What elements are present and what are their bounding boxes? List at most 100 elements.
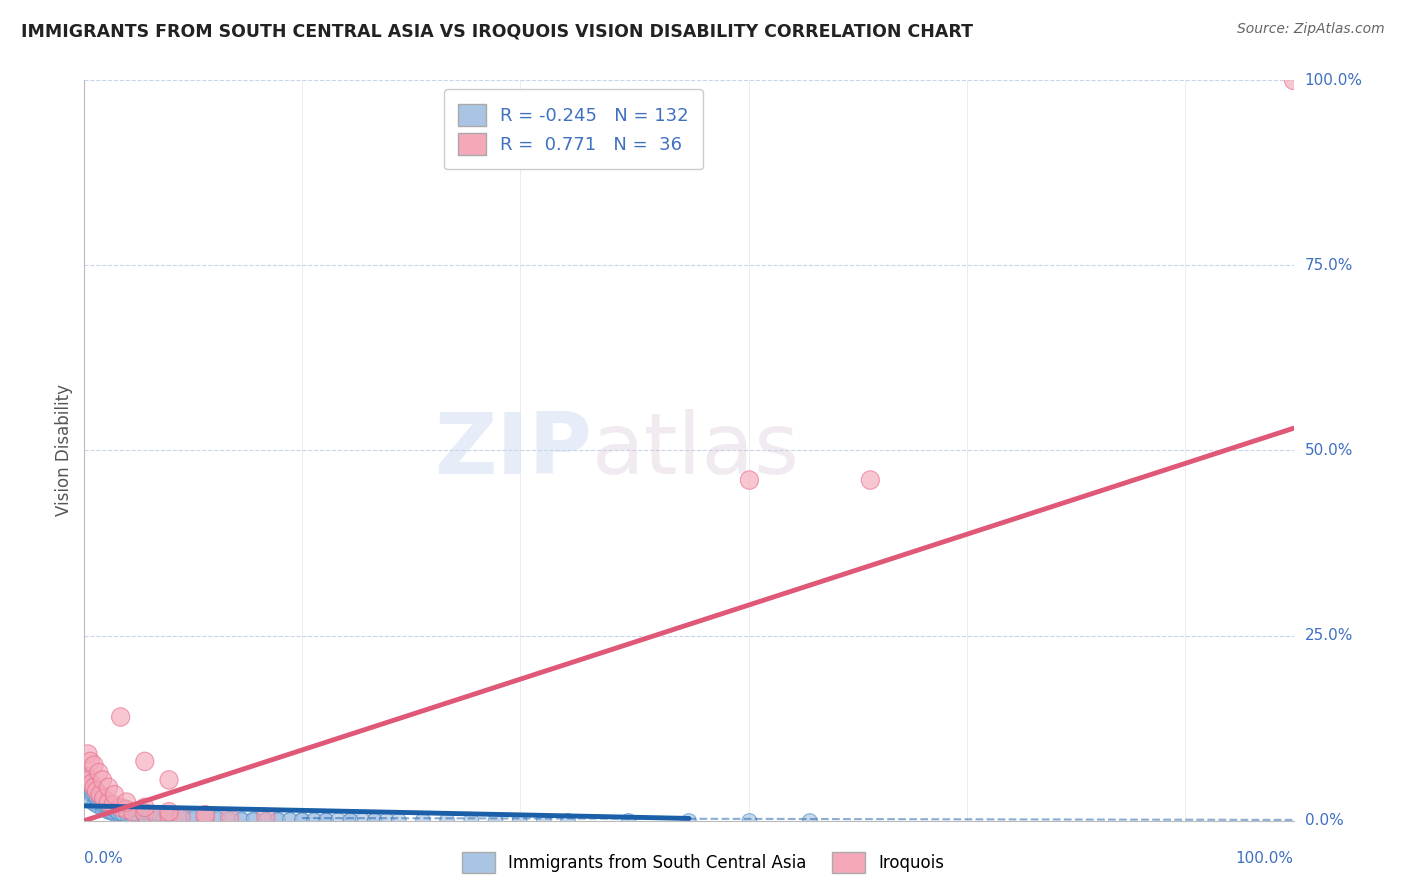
Ellipse shape: [221, 809, 239, 827]
Ellipse shape: [143, 807, 157, 821]
Ellipse shape: [259, 812, 273, 825]
Ellipse shape: [86, 780, 100, 794]
Ellipse shape: [295, 813, 309, 826]
Ellipse shape: [83, 774, 101, 793]
Ellipse shape: [143, 812, 157, 825]
Ellipse shape: [156, 812, 170, 825]
Ellipse shape: [149, 812, 165, 825]
Ellipse shape: [222, 812, 236, 825]
Ellipse shape: [120, 801, 134, 814]
Ellipse shape: [125, 803, 141, 816]
Ellipse shape: [160, 803, 179, 821]
Ellipse shape: [209, 812, 225, 825]
Ellipse shape: [114, 799, 128, 813]
Ellipse shape: [93, 771, 111, 789]
Ellipse shape: [380, 814, 394, 827]
Ellipse shape: [138, 805, 152, 819]
Ellipse shape: [162, 812, 176, 825]
Ellipse shape: [307, 813, 322, 826]
Ellipse shape: [621, 814, 636, 827]
Ellipse shape: [174, 810, 188, 823]
Ellipse shape: [235, 813, 249, 826]
Ellipse shape: [89, 784, 104, 797]
Ellipse shape: [80, 792, 96, 805]
Ellipse shape: [111, 806, 125, 820]
Ellipse shape: [149, 807, 165, 821]
Ellipse shape: [160, 771, 179, 789]
Ellipse shape: [209, 813, 225, 826]
Ellipse shape: [100, 778, 118, 797]
Ellipse shape: [416, 814, 430, 827]
Ellipse shape: [246, 813, 262, 826]
Ellipse shape: [114, 799, 128, 813]
Ellipse shape: [90, 796, 105, 809]
Ellipse shape: [186, 813, 201, 826]
Ellipse shape: [143, 806, 157, 820]
Ellipse shape: [124, 803, 142, 821]
Y-axis label: Vision Disability: Vision Disability: [55, 384, 73, 516]
Ellipse shape: [80, 771, 98, 789]
Ellipse shape: [235, 812, 249, 825]
Ellipse shape: [537, 814, 551, 827]
Ellipse shape: [307, 814, 322, 826]
Ellipse shape: [367, 814, 382, 827]
Ellipse shape: [198, 812, 212, 825]
Ellipse shape: [198, 811, 212, 824]
Text: 0.0%: 0.0%: [84, 851, 124, 866]
Ellipse shape: [79, 745, 97, 764]
Ellipse shape: [512, 814, 527, 827]
Ellipse shape: [682, 814, 696, 827]
Ellipse shape: [82, 780, 97, 794]
Ellipse shape: [343, 813, 357, 826]
Ellipse shape: [198, 813, 212, 826]
Ellipse shape: [87, 781, 105, 800]
Ellipse shape: [108, 805, 124, 819]
Ellipse shape: [103, 805, 117, 819]
Ellipse shape: [172, 807, 190, 826]
Text: Source: ZipAtlas.com: Source: ZipAtlas.com: [1237, 22, 1385, 37]
Ellipse shape: [343, 814, 357, 827]
Ellipse shape: [94, 796, 108, 809]
Text: 100.0%: 100.0%: [1305, 73, 1362, 87]
Ellipse shape: [862, 471, 879, 490]
Ellipse shape: [111, 798, 129, 816]
Ellipse shape: [105, 804, 121, 817]
Ellipse shape: [94, 789, 112, 807]
Ellipse shape: [97, 797, 111, 811]
Ellipse shape: [464, 814, 478, 827]
Ellipse shape: [105, 786, 124, 804]
Ellipse shape: [356, 814, 370, 826]
Ellipse shape: [120, 801, 134, 814]
Ellipse shape: [83, 777, 97, 790]
Ellipse shape: [111, 707, 129, 726]
Text: 50.0%: 50.0%: [1305, 443, 1353, 458]
Ellipse shape: [101, 796, 115, 809]
Text: 25.0%: 25.0%: [1305, 628, 1353, 643]
Ellipse shape: [120, 809, 134, 822]
Ellipse shape: [136, 804, 153, 822]
Ellipse shape: [174, 813, 188, 826]
Ellipse shape: [180, 811, 194, 824]
Ellipse shape: [100, 803, 115, 816]
Ellipse shape: [82, 784, 97, 797]
Ellipse shape: [104, 802, 118, 815]
Ellipse shape: [156, 809, 170, 822]
Ellipse shape: [138, 806, 152, 820]
Ellipse shape: [319, 814, 333, 826]
Ellipse shape: [93, 788, 107, 801]
Ellipse shape: [82, 752, 100, 771]
Ellipse shape: [87, 788, 101, 801]
Ellipse shape: [257, 807, 274, 826]
Ellipse shape: [101, 801, 115, 814]
Ellipse shape: [111, 808, 125, 822]
Ellipse shape: [114, 807, 128, 821]
Ellipse shape: [367, 814, 382, 827]
Ellipse shape: [97, 801, 111, 814]
Ellipse shape: [91, 801, 105, 814]
Ellipse shape: [160, 807, 179, 825]
Ellipse shape: [343, 814, 357, 827]
Ellipse shape: [132, 805, 146, 818]
Ellipse shape: [440, 814, 454, 827]
Ellipse shape: [246, 812, 262, 825]
Ellipse shape: [84, 784, 98, 797]
